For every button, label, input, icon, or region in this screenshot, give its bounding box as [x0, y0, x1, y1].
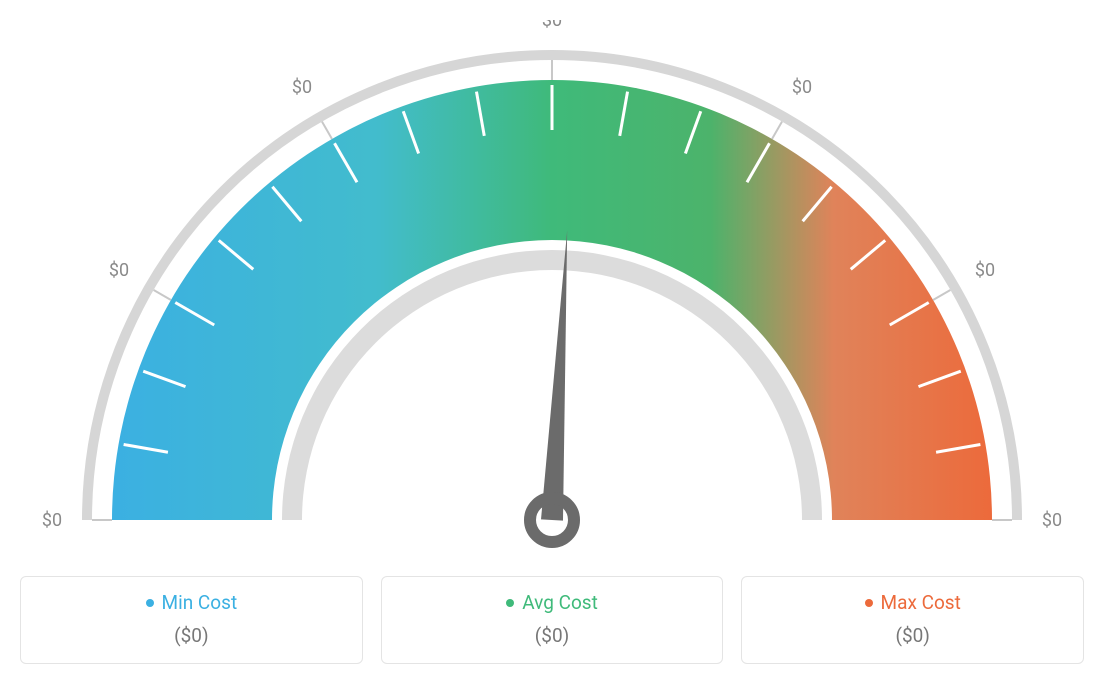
legend-dot-icon — [865, 599, 873, 607]
gauge-tick-label: $0 — [42, 510, 62, 531]
gauge-tick-label: $0 — [542, 20, 562, 31]
legend-label: Max Cost — [881, 591, 961, 614]
gauge-chart: $0 $0 $0 $0 $0 $0 $0 — [20, 20, 1084, 560]
gauge-svg: $0 $0 $0 $0 $0 $0 $0 — [20, 20, 1084, 560]
gauge-tick-label: $0 — [792, 77, 812, 98]
gauge-tick-label: $0 — [292, 77, 312, 98]
gauge-tick-label: $0 — [975, 260, 995, 281]
legend-row: Min Cost ($0) Avg Cost ($0) Max Cost ($0… — [20, 576, 1084, 664]
legend-label: Avg Cost — [522, 591, 598, 614]
legend-dot-icon — [506, 599, 514, 607]
legend-card-min: Min Cost ($0) — [20, 576, 363, 664]
gauge-major-tick — [322, 122, 332, 139]
gauge-band — [112, 80, 552, 520]
legend-label: Min Cost — [162, 591, 238, 614]
legend-card-max: Max Cost ($0) — [741, 576, 1084, 664]
gauge-tick-label: $0 — [1042, 510, 1062, 531]
legend-card-avg: Avg Cost ($0) — [381, 576, 724, 664]
gauge-major-tick — [933, 290, 950, 300]
legend-value: ($0) — [31, 624, 352, 647]
gauge-band — [552, 80, 992, 520]
legend-label-line: Avg Cost — [392, 591, 713, 614]
gauge-needle — [541, 230, 567, 520]
gauge-tick-label: $0 — [109, 260, 129, 281]
legend-dot-icon — [146, 599, 154, 607]
legend-label-line: Min Cost — [31, 591, 352, 614]
legend-label-line: Max Cost — [752, 591, 1073, 614]
gauge-major-tick — [772, 122, 782, 139]
legend-value: ($0) — [752, 624, 1073, 647]
gauge-major-tick — [154, 290, 171, 300]
legend-value: ($0) — [392, 624, 713, 647]
